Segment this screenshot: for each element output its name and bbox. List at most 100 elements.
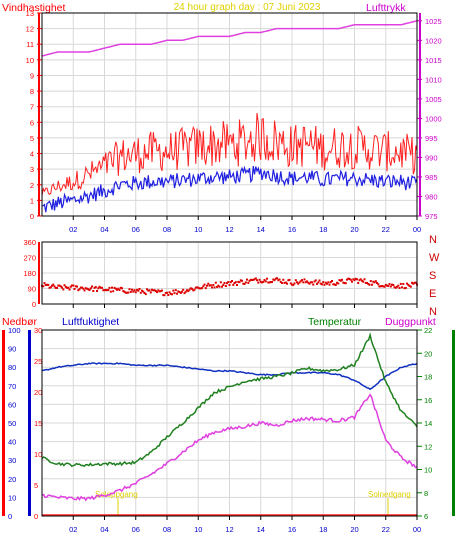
top-x-tick-label: 06 [132, 225, 140, 234]
compass-label: S [429, 270, 436, 282]
direction-point [126, 291, 128, 294]
direction-point [323, 283, 326, 286]
wind-tick-label: 13 [26, 9, 34, 18]
direction-point [98, 285, 101, 288]
direction-point [151, 288, 153, 291]
direction-point [194, 286, 197, 289]
direction-point [361, 279, 363, 282]
direction-point [119, 286, 122, 289]
direction-point [121, 287, 123, 290]
direction-point [254, 277, 257, 280]
pressure-tick-label: 1025 [425, 17, 442, 26]
direction-point [333, 283, 336, 286]
direction-point [334, 284, 337, 286]
humidity-tick-label: 10 [34, 450, 42, 459]
humidity-temperature-panel: Nedbør Luftfuktighet Temperatur Duggpunk… [2, 316, 455, 534]
direction-point [124, 291, 127, 294]
direction-point [228, 284, 231, 286]
direction-point [42, 285, 45, 288]
direction-point [241, 279, 243, 282]
direction-point [183, 292, 186, 295]
direction-point [69, 285, 72, 288]
top-x-tick-label: 14 [257, 225, 265, 234]
pressure-tick-label: 990 [425, 153, 438, 162]
temperature-label: Temperatur [308, 316, 362, 328]
direction-point [178, 291, 181, 293]
wind-tick-label: 3 [30, 165, 34, 174]
direction-point [268, 281, 271, 284]
temp-tick-label: 20 [424, 349, 432, 358]
direction-point [82, 287, 85, 290]
direction-tick-label: 90 [28, 285, 36, 294]
direction-point [239, 279, 242, 282]
pressure-series-line [41, 20, 418, 57]
pressure-tick-label: 975 [425, 212, 438, 221]
direction-point [351, 280, 353, 283]
direction-point [353, 279, 356, 282]
direction-point [184, 290, 187, 293]
direction-point [74, 285, 77, 288]
direction-point [363, 278, 366, 281]
direction-tick-label: 270 [23, 254, 36, 263]
direction-point [281, 282, 283, 284]
direction-point [403, 287, 406, 290]
direction-point [223, 282, 226, 284]
direction-point [266, 277, 268, 280]
direction-point [257, 281, 260, 284]
direction-point [389, 285, 392, 288]
top-x-tick-label: 04 [100, 225, 108, 234]
direction-point [208, 284, 211, 287]
direction-point [343, 282, 346, 285]
direction-point [48, 286, 51, 289]
direction-point [63, 284, 66, 287]
direction-point [379, 285, 382, 288]
direction-point [174, 289, 177, 292]
direction-point [97, 287, 100, 290]
direction-point [62, 288, 65, 291]
direction-point [229, 281, 232, 284]
direction-point [383, 285, 386, 288]
precip-tick-label: 30 [8, 456, 16, 465]
direction-point [369, 280, 372, 283]
direction-point [372, 280, 375, 283]
wind-tick-label: 5 [30, 134, 34, 143]
direction-point [169, 292, 172, 295]
precip-label: Nedbør [2, 316, 38, 328]
direction-point [206, 284, 208, 287]
direction-point [127, 291, 130, 294]
direction-point [283, 281, 286, 284]
bottom-x-tick-label: 02 [69, 525, 77, 534]
direction-point [164, 291, 167, 294]
direction-point [246, 278, 248, 281]
direction-point [156, 291, 158, 294]
wind-tick-label: 1 [30, 196, 34, 205]
direction-point [397, 284, 400, 287]
direction-point [143, 292, 146, 294]
direction-point [51, 284, 53, 287]
direction-point [49, 286, 52, 289]
direction-tick-label: 360 [23, 238, 36, 247]
direction-point [346, 278, 348, 281]
direction-point [312, 283, 315, 286]
direction-point [327, 281, 330, 284]
top-x-tick-label: 08 [163, 225, 171, 234]
direction-point [94, 286, 97, 289]
direction-point [106, 289, 108, 292]
direction-point [111, 286, 113, 289]
humidity-tick-label: 30 [34, 326, 42, 335]
direction-point [276, 277, 278, 280]
direction-point [202, 285, 205, 288]
direction-point [46, 283, 48, 286]
pressure-tick-label: 1005 [425, 95, 442, 104]
direction-point [392, 284, 395, 286]
direction-point [284, 281, 287, 284]
compass-label: N [429, 234, 437, 246]
direction-point [216, 285, 218, 288]
direction-point [77, 289, 80, 292]
direction-point [393, 286, 396, 289]
direction-point [108, 286, 111, 289]
direction-point [154, 290, 157, 292]
direction-point [411, 281, 413, 284]
top-x-tick-label: 12 [225, 225, 233, 234]
direction-point [177, 290, 180, 293]
